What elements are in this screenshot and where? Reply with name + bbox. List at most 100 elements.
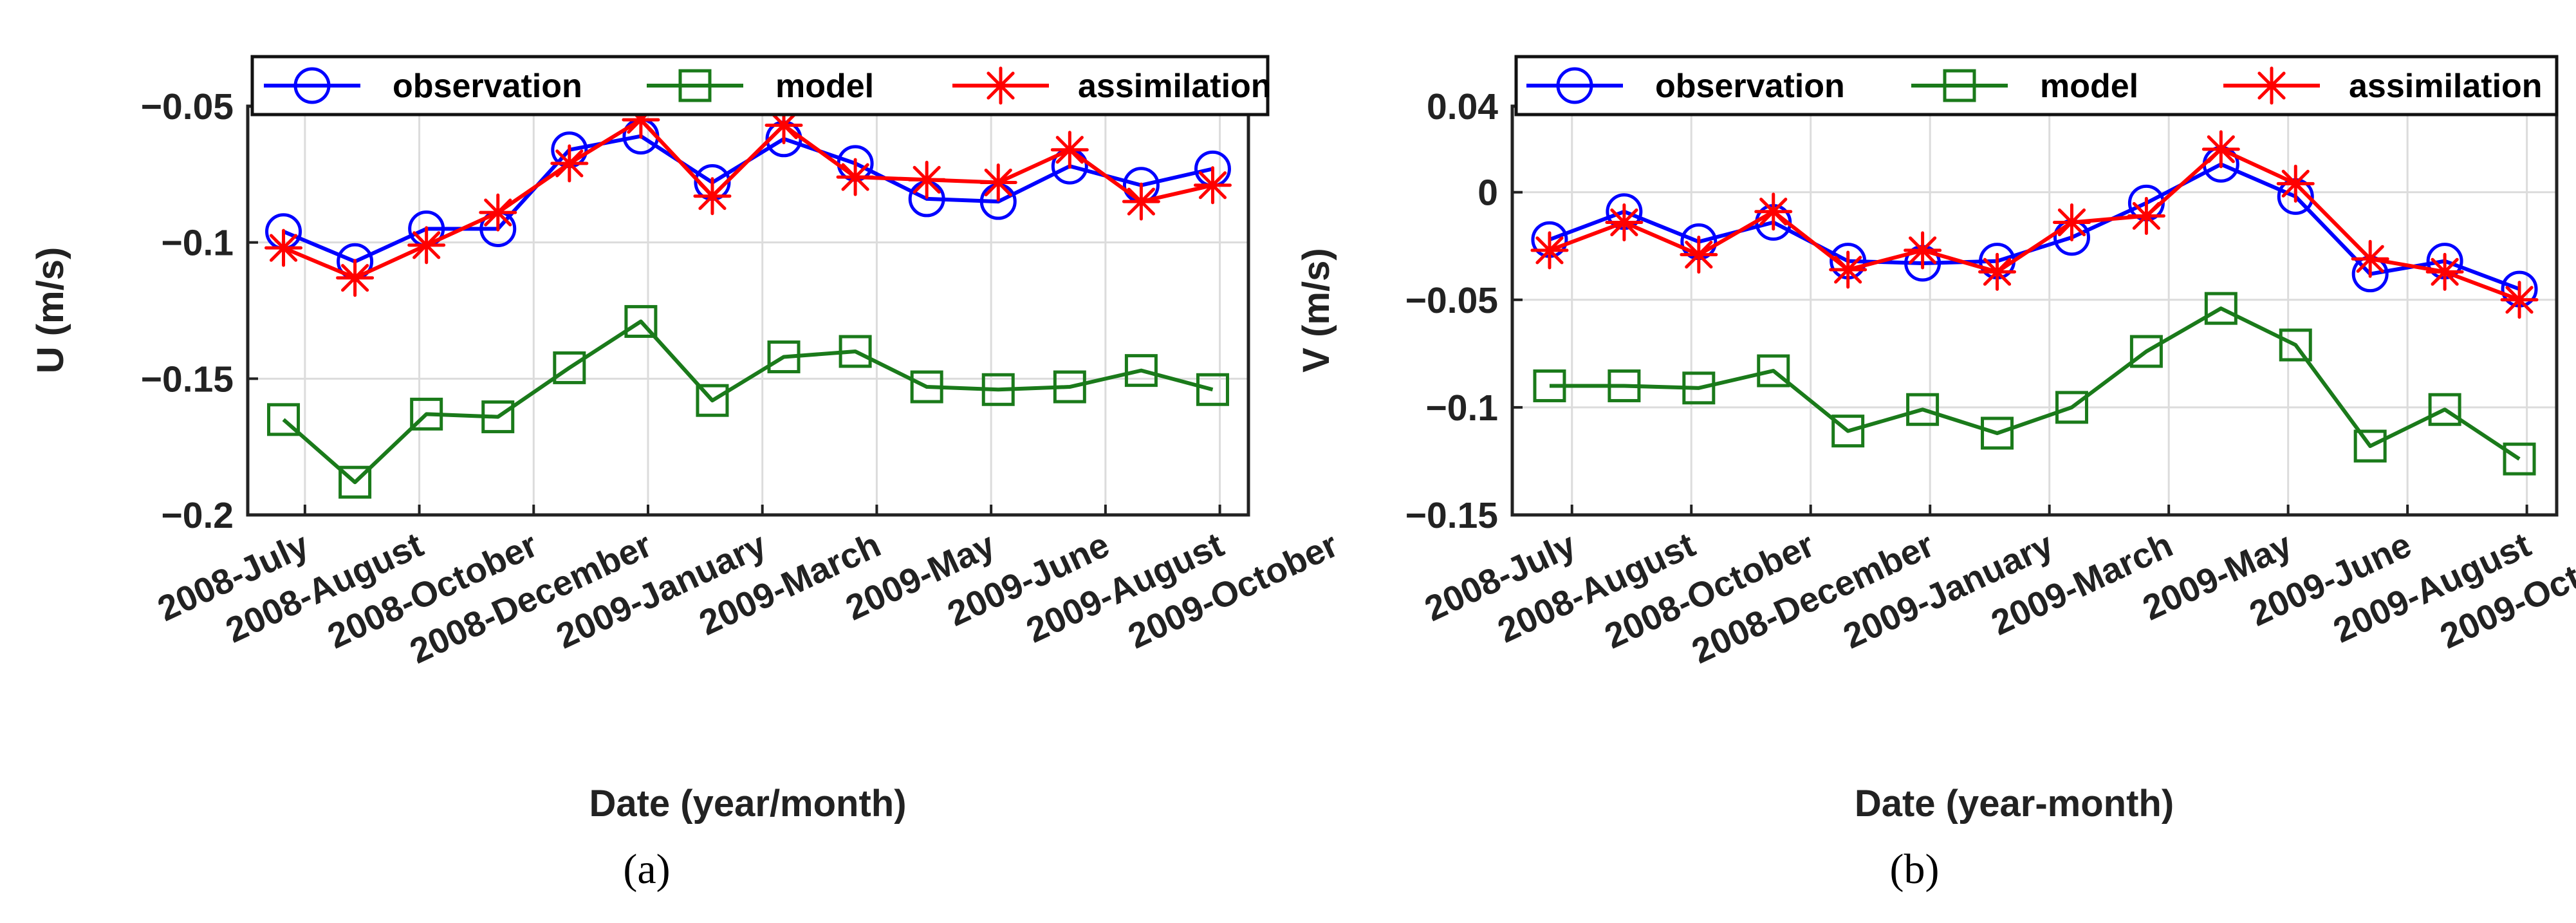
legend-label: observation	[1655, 68, 1845, 105]
legend-entry-model: model	[647, 68, 874, 105]
plot-area	[1512, 106, 2557, 515]
data-point-model	[1053, 370, 1086, 404]
data-point-assimilation	[1904, 231, 1942, 270]
y-tick-label: −0.15	[1405, 495, 1498, 536]
chart-u-velocity: −0.05 −0.1 −0.15 −0.22008-July2008-August20…	[30, 55, 1344, 893]
series-model	[1533, 292, 2536, 476]
legend-box	[1514, 55, 2559, 117]
y-tick-label: −0.2	[161, 495, 234, 536]
data-point-assimilation	[1050, 131, 1089, 169]
data-point-assimilation	[550, 144, 589, 183]
data-point-assimilation	[1680, 236, 1718, 274]
data-point-assimilation	[2127, 196, 2165, 235]
data-point-model	[981, 373, 1015, 406]
series-assimilation	[1530, 130, 2539, 319]
legend-label: model	[775, 68, 874, 105]
data-point-model	[1906, 393, 1940, 426]
series-line-assimilation	[283, 118, 1214, 280]
data-point-model	[2503, 442, 2536, 476]
x-axis-label: Date (year-month)	[1855, 783, 2174, 825]
y-axis: 0.04 0 −0.05 −0.1 −0.15	[1405, 86, 1523, 536]
legend-entry-assimilation: assimilation	[2223, 66, 2543, 105]
data-point-model	[1124, 354, 1158, 387]
data-point-assimilation	[622, 100, 660, 139]
data-point-model	[1533, 369, 1566, 402]
data-point-assimilation	[2500, 281, 2539, 319]
series-line-model	[1549, 306, 2521, 461]
data-point-model	[1682, 371, 1716, 405]
y-tick-label: 0	[1478, 172, 1498, 214]
data-point-assimilation	[1978, 252, 2017, 291]
data-point-model	[338, 465, 372, 499]
data-point-assimilation	[1530, 231, 1569, 270]
data-point-model	[2129, 335, 2163, 368]
chart-v-velocity: 0.04 0 −0.05 −0.1 −0.152008-July2008-August2…	[1295, 55, 2576, 893]
data-point-assimilation	[2276, 164, 2315, 203]
data-point-assimilation	[693, 177, 732, 216]
y-tick-label: −0.05	[141, 86, 234, 127]
y-tick-label: 0.04	[1427, 86, 1498, 127]
data-point-assimilation	[1122, 182, 1160, 221]
data-point-model	[910, 370, 943, 404]
y-tick-label: −0.05	[1405, 280, 1498, 321]
data-point-model	[410, 397, 443, 431]
legend-label: model	[2040, 68, 2138, 105]
y-axis-label: U (m/s)	[30, 247, 71, 374]
data-point-model	[767, 340, 801, 373]
data-point-model	[1608, 369, 1641, 402]
data-point-model	[1831, 415, 1865, 448]
data-point-model	[2204, 292, 2238, 325]
data-point-assimilation	[1605, 203, 1644, 241]
legend-entry-observation: observation	[264, 67, 582, 105]
legend: observation model assimilation	[1514, 55, 2559, 117]
legend-marker	[293, 67, 331, 104]
data-point-model	[1196, 373, 1229, 406]
data-point-model	[1981, 416, 2014, 450]
data-point-model	[839, 335, 872, 368]
data-point-assimilation	[2052, 203, 2091, 241]
legend-entry-model: model	[1911, 68, 2138, 105]
data-point-model	[553, 351, 586, 384]
legend-label: assimilation	[1078, 68, 1272, 105]
legend-marker	[1556, 67, 1593, 104]
data-point-assimilation	[2351, 239, 2389, 278]
data-point-assimilation	[979, 163, 1017, 202]
data-point-model	[2055, 391, 2088, 424]
data-point-assimilation	[2425, 252, 2464, 291]
data-point-assimilation	[2201, 130, 2240, 169]
legend-label: observation	[393, 68, 582, 105]
data-point-model	[481, 400, 515, 434]
data-point-assimilation	[1829, 250, 1867, 289]
series-model	[267, 304, 1229, 499]
legend-marker	[2252, 66, 2291, 105]
data-point-assimilation	[336, 259, 375, 297]
data-point-assimilation	[907, 160, 946, 199]
data-point-assimilation	[836, 158, 875, 196]
data-point-model	[696, 384, 729, 417]
data-point-model	[2279, 328, 2312, 362]
data-point-model	[1757, 354, 1790, 387]
data-point-model	[2428, 393, 2461, 426]
data-point-assimilation	[1754, 192, 1793, 231]
legend-marker	[981, 66, 1020, 105]
legend-marker	[678, 69, 712, 102]
series-assimilation	[264, 100, 1232, 297]
data-point-model	[267, 403, 301, 436]
plot-area	[248, 106, 1248, 515]
data-point-assimilation	[764, 106, 803, 145]
data-point-model	[624, 304, 658, 338]
y-tick-label: −0.15	[141, 359, 234, 400]
panel-label: (a)	[623, 846, 670, 893]
data-point-assimilation	[1193, 166, 1232, 205]
legend-marker	[1943, 69, 1976, 102]
series-line-model	[282, 319, 1214, 485]
data-point-model	[2353, 429, 2387, 463]
data-point-assimilation	[479, 193, 517, 232]
x-axis: 2008-July2008-August2008-October2008-Dec…	[151, 505, 1344, 671]
data-point-assimilation	[264, 228, 303, 267]
y-tick-label: −0.1	[161, 223, 234, 264]
legend-box	[250, 55, 1270, 117]
legend-label: assimilation	[2349, 68, 2543, 105]
y-axis-label: V (m/s)	[1295, 248, 1337, 372]
